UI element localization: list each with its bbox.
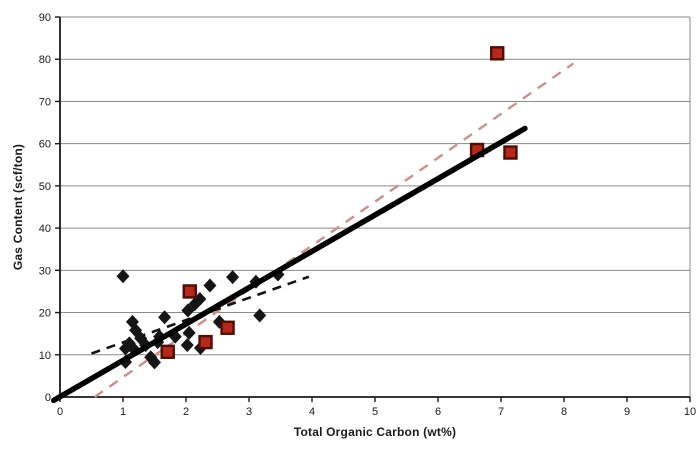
y-tick-label-10: 10 [39, 350, 51, 362]
diamond-marker [148, 355, 161, 370]
diamond-marker [116, 269, 130, 284]
diamond-marker [182, 325, 196, 340]
diamond-marker [253, 308, 267, 323]
diamond-marker [119, 341, 133, 356]
x-tick-label-6: 6 [435, 406, 441, 418]
y-tick-label-70: 70 [39, 96, 51, 108]
x-tick-label-0: 0 [57, 406, 63, 418]
x-axis-title: Total Organic Carbon (wt%) [293, 425, 457, 439]
x-tick-label-1: 1 [120, 406, 126, 418]
x-tick-label-4: 4 [309, 406, 315, 418]
y-axis-title: Gas Content (scf/ton) [11, 143, 25, 271]
x-tick-label-3: 3 [246, 406, 252, 418]
x-tick-label-9: 9 [624, 406, 630, 418]
x-tick-label-5: 5 [372, 406, 378, 418]
y-tick-label-80: 80 [39, 54, 51, 66]
y-tick-label-0: 0 [45, 392, 51, 404]
x-tick-label-10: 10 [684, 406, 696, 418]
solid-black-trendline [50, 125, 528, 404]
square-marker [182, 284, 197, 299]
square-marker [490, 46, 505, 61]
x-tick-label-8: 8 [561, 406, 567, 418]
y-tick-label-90: 90 [39, 12, 51, 24]
square-marker [198, 334, 213, 350]
diamond-marker [180, 338, 194, 353]
diamond-marker [226, 270, 240, 285]
square-marker [160, 344, 175, 360]
square-marker [220, 320, 235, 335]
y-tick-label-60: 60 [39, 139, 51, 151]
square-marker [503, 145, 518, 160]
y-tick-label-20: 20 [39, 308, 51, 320]
x-tick-label-7: 7 [498, 406, 504, 418]
y-tick-label-50: 50 [39, 181, 51, 193]
diamond-marker [158, 310, 172, 325]
diamond-marker [203, 278, 217, 293]
x-tick-label-2: 2 [183, 406, 189, 418]
y-tick-label-40: 40 [39, 223, 51, 235]
y-tick-label-30: 30 [39, 265, 51, 277]
